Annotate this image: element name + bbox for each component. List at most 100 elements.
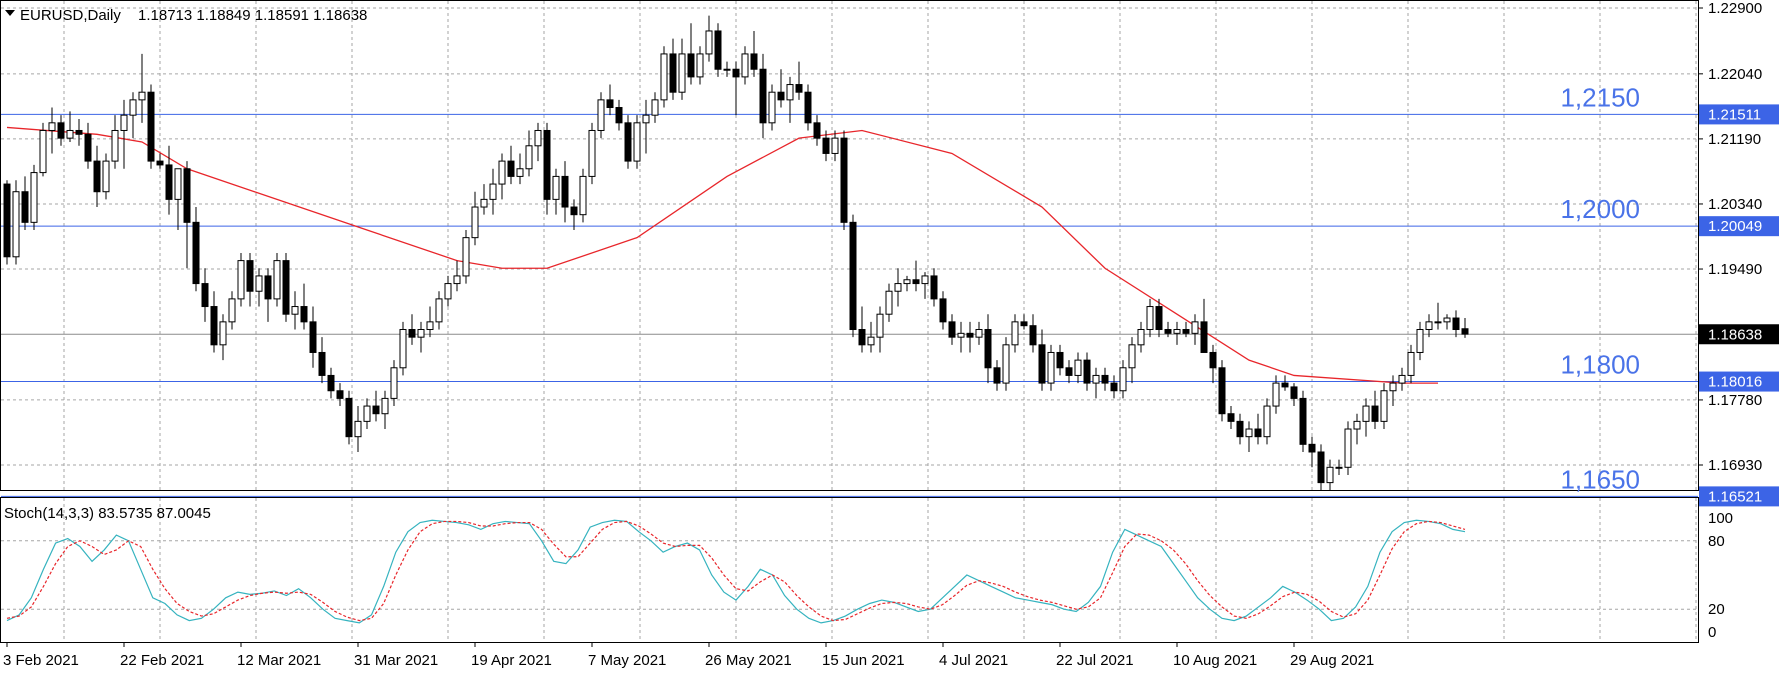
candle-body-bull (273, 260, 281, 300)
candle-body-bull (435, 298, 443, 323)
grid (1, 1, 1698, 642)
candle-body-bear (1461, 328, 1469, 335)
candle-body-bull (138, 91, 146, 101)
candle-body-bull (525, 145, 533, 170)
candle-body-bull (1263, 405, 1271, 438)
level-axis-badge (1699, 216, 1779, 237)
candle-body-bull (678, 53, 686, 93)
candle-body-bear (192, 221, 200, 285)
candle-body-bear (309, 321, 317, 353)
candle-body-bear (327, 374, 335, 392)
candle-body-bull (651, 99, 659, 116)
date-label: 26 May 2021 (705, 652, 792, 669)
price-tick-label: 1.20340 (1708, 196, 1762, 213)
current-price-badge (1699, 324, 1779, 345)
date-label: 15 Jun 2021 (822, 652, 905, 669)
candle-body-bear (75, 129, 83, 135)
candle-body-bull (381, 397, 389, 415)
candle-body-bull (498, 160, 506, 185)
candle-body-bull (489, 183, 497, 200)
candle-body-bull (480, 198, 488, 208)
candle-body-bull (516, 168, 524, 177)
candle-body-bear (336, 390, 344, 399)
candle-body-bull (1074, 359, 1082, 376)
candle-body-bull (1398, 374, 1406, 384)
candle-body-bull (1011, 321, 1019, 346)
candle-body-bear (183, 168, 191, 223)
candle-body-bear (1056, 351, 1064, 369)
candle-body-bull (390, 367, 398, 399)
candle-body-bear (201, 283, 209, 308)
candle-body-bear (1038, 344, 1046, 384)
candle-body-bear (948, 321, 956, 338)
stoch-tick-label: 100 (1708, 510, 1733, 527)
candles (3, 15, 1469, 491)
ma-line (6, 126, 1438, 384)
candle-body-bull (831, 137, 839, 154)
candle-body-bull (588, 129, 596, 177)
candle-body-bull (741, 53, 749, 78)
candle-body-bear (1254, 428, 1262, 438)
candle-body-bull (1128, 344, 1136, 369)
chart-symbol: EURUSD,Daily (20, 7, 121, 24)
candle-body-bull (1362, 405, 1370, 422)
candle-body-bull (102, 160, 110, 193)
candle-body-bear (1110, 382, 1118, 392)
candle-body-bull (291, 306, 299, 315)
candle-body-bull (219, 321, 227, 346)
candle-body-bear (1290, 386, 1298, 399)
price-tick-label: 1.22900 (1708, 0, 1762, 17)
dropdown-triangle-icon[interactable] (5, 10, 15, 16)
candle-body-bear (57, 122, 65, 139)
candle-body-bull (1191, 321, 1199, 334)
level-axis-badge (1699, 371, 1779, 392)
candle-body-bull (444, 283, 452, 300)
candle-body-bull (660, 53, 668, 101)
candle-body-bear (1236, 420, 1244, 438)
candle-body-bear (1299, 397, 1307, 445)
candle-body-bull (705, 30, 713, 55)
candle-body-bear (912, 279, 920, 285)
candle-body-bear (165, 164, 173, 200)
candle-body-bull (867, 336, 875, 346)
level-label: 1,1800 (1560, 350, 1640, 380)
candle-body-bull (885, 290, 893, 315)
candle-body-bear (858, 329, 866, 346)
candle-body-bull (111, 129, 119, 162)
candle-body-bear (300, 306, 308, 323)
candle-body-bear (1155, 306, 1163, 331)
candle-body-bull (12, 191, 20, 258)
date-axis: 3 Feb 2021 22 Feb 2021 12 Mar 2021 31 Mar 2… (3, 642, 1374, 669)
candle-body-bear (84, 133, 92, 162)
candle-body-bull (1272, 382, 1280, 407)
candle-body-bull (1245, 428, 1253, 438)
candle-body-bear (750, 53, 758, 70)
date-label: 3 Feb 2021 (3, 652, 79, 669)
candle-body-bear (210, 306, 218, 346)
candle-body-bull (552, 175, 560, 200)
candle-body-bull (1146, 306, 1154, 331)
moving-average (6, 126, 1438, 384)
candle-body-bull (1137, 329, 1145, 346)
candle-body-bear (822, 137, 830, 154)
candle-body-bull (1092, 374, 1100, 384)
candle-body-bull (579, 175, 587, 216)
candle-body-bear (804, 91, 812, 124)
candle-body-bull (534, 129, 542, 147)
candle-body-bear (264, 275, 272, 300)
candle-body-bear (1317, 451, 1325, 484)
candle-body-bear (714, 30, 722, 70)
candle-body-bull (1434, 321, 1442, 324)
candle-body-bear (669, 53, 677, 93)
horizontal-levels: 1,2150 1,2000 1,1800 1,1650 (1, 82, 1698, 497)
price-axis: 1.22900 1.22040 1.21190 1.20340 1.19490 1.177… (1698, 0, 1779, 641)
candle-body-bull (237, 260, 245, 300)
candle-body-bull (642, 114, 650, 124)
candle-body-bull (597, 99, 605, 131)
candle-body-bear (1371, 405, 1379, 422)
candle-body-bull (768, 91, 776, 124)
candle-body-bull (120, 114, 128, 131)
candle-body-bull (354, 420, 362, 438)
candle-body-bear (813, 122, 821, 139)
